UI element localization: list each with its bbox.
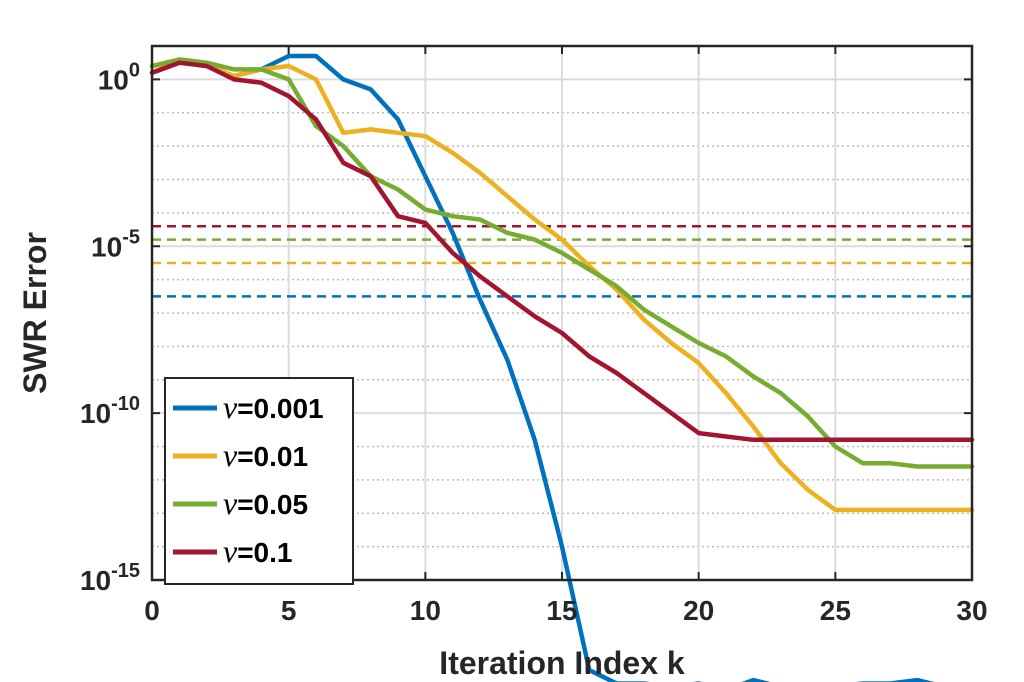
x-axis-title: Iteration Index k (439, 645, 685, 681)
x-tick-label: 20 (683, 595, 714, 626)
legend-value: =0.001 (237, 393, 323, 424)
tick-marks (151, 46, 973, 581)
legend-label: ν=0.001 (223, 389, 324, 425)
legend-value: =0.01 (237, 441, 308, 472)
y-tick-label: 100 (98, 59, 140, 95)
legend-symbol: ν (223, 437, 238, 473)
legend-symbol: ν (223, 389, 238, 425)
y-tick-base: 10 (80, 565, 111, 596)
legend-symbol: ν (223, 533, 238, 569)
y-axis-title: SWR Error (17, 232, 53, 394)
legend-label: ν=0.05 (223, 485, 308, 521)
x-tick-label: 0 (144, 595, 160, 626)
legend-value: =0.05 (237, 489, 308, 520)
y-tick-label: 10-5 (91, 226, 140, 262)
y-tick-label: 10-15 (80, 560, 140, 596)
y-tick-label: 10-10 (80, 393, 140, 429)
y-tick-base: 10 (91, 231, 122, 262)
y-tick-exponent: -15 (111, 560, 140, 582)
legend-label: ν=0.1 (223, 533, 292, 569)
series-line (149, 60, 975, 443)
x-tick-label: 10 (410, 595, 441, 626)
x-tick-label: 25 (820, 595, 851, 626)
x-tick-label: 15 (546, 595, 577, 626)
y-tick-exponent: 0 (129, 59, 140, 81)
y-tick-base: 10 (80, 398, 111, 429)
x-tick-label: 5 (281, 595, 297, 626)
legend-value: =0.1 (237, 537, 292, 568)
series-line (149, 57, 975, 469)
x-tick-label: 30 (956, 595, 987, 626)
series-lines (149, 53, 975, 682)
y-tick-exponent: -5 (122, 226, 140, 248)
x-tick-labels: 0 5 10 15 20 25 30 (144, 595, 987, 626)
legend-symbol: ν (223, 485, 238, 521)
series-line (149, 60, 975, 513)
legend-label: ν=0.01 (223, 437, 308, 473)
y-tick-base: 10 (98, 64, 129, 95)
y-tick-exponent: -10 (111, 393, 140, 415)
series-line (149, 53, 935, 682)
